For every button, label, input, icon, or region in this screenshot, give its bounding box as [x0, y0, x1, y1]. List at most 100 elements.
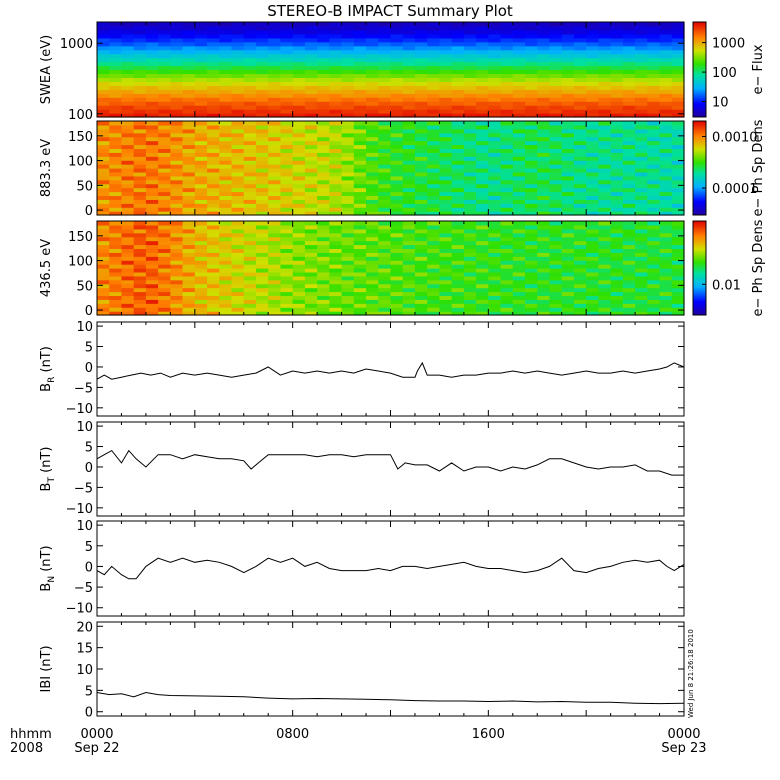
- heatmap-cell: [598, 109, 612, 114]
- heatmap-cell: [537, 264, 551, 269]
- heatmap-cell: [402, 299, 416, 304]
- heatmap-cell: [647, 45, 661, 51]
- heatmap-cell: [488, 49, 502, 55]
- heatmap-cell: [476, 283, 489, 289]
- heatmap-cell: [145, 109, 159, 114]
- heatmap-cell: [207, 136, 220, 142]
- heatmap-cell: [549, 287, 563, 293]
- heatmap-cell: [463, 164, 477, 169]
- heatmap-cell: [390, 224, 404, 230]
- heatmap-cell: [378, 183, 392, 189]
- heatmap-cell: [121, 41, 135, 47]
- heatmap-cell: [463, 191, 477, 197]
- heatmap-cell: [390, 283, 404, 289]
- heatmap-cell: [390, 207, 404, 212]
- heatmap-cell: [439, 311, 453, 316]
- heatmap-cell: [243, 236, 257, 242]
- heatmap-cell: [402, 207, 416, 212]
- heatmap-cell: [573, 299, 587, 304]
- heatmap-cell: [145, 183, 159, 189]
- heatmap-cell: [402, 279, 416, 285]
- heatmap-cell: [414, 195, 428, 200]
- heatmap-cell: [145, 61, 159, 67]
- heatmap-cell: [598, 45, 612, 51]
- heatmap-cell: [659, 53, 673, 59]
- heatmap-cell: [512, 187, 526, 193]
- heatmap-cell: [622, 33, 636, 39]
- heatmap-cell: [610, 57, 624, 63]
- heatmap-cell: [402, 105, 416, 110]
- heatmap-cell: [378, 45, 392, 51]
- heatmap-cell: [439, 61, 453, 67]
- heatmap-cell: [561, 248, 575, 253]
- heatmap-cell: [659, 264, 673, 269]
- heatmap-cell: [207, 311, 220, 316]
- heatmap-cell: [671, 101, 685, 106]
- heatmap-cell: [402, 69, 416, 75]
- heatmap-cell: [341, 252, 355, 257]
- heatmap-cell: [561, 61, 575, 67]
- heatmap-cell: [109, 283, 123, 289]
- heatmap-cell: [341, 113, 355, 118]
- heatmap-cell: [280, 140, 294, 146]
- heatmap-cell: [586, 264, 599, 269]
- heatmap-cell: [476, 307, 489, 312]
- heatmap-cell: [378, 179, 392, 185]
- heatmap-cell: [255, 307, 269, 312]
- heatmap-cell: [194, 69, 208, 75]
- heatmap-cell: [170, 105, 184, 110]
- heatmap-cell: [561, 77, 575, 82]
- heatmap-cell: [292, 105, 306, 110]
- heatmap-cell: [219, 148, 233, 153]
- heatmap-cell: [182, 248, 196, 253]
- heatmap-cell: [512, 207, 526, 212]
- heatmap-cell: [586, 244, 599, 250]
- heatmap-cell: [488, 25, 502, 31]
- heatmap-cell: [182, 232, 196, 238]
- heatmap-cell: [549, 160, 563, 165]
- heatmap-cell: [145, 232, 159, 238]
- heatmap-cell: [512, 236, 526, 242]
- heatmap-cell: [427, 61, 441, 67]
- heatmap-cell: [133, 291, 147, 297]
- heatmap-cell: [598, 49, 612, 55]
- heatmap-cell: [145, 81, 159, 86]
- colorbar-gradient: [693, 221, 706, 315]
- heatmap-cell: [231, 101, 245, 106]
- heatmap-cell: [366, 271, 379, 277]
- heatmap-cell: [451, 299, 465, 304]
- heatmap-cell: [659, 256, 673, 261]
- heatmap-cell: [378, 160, 392, 165]
- heatmap-cell: [341, 156, 355, 161]
- heatmap-cell: [255, 37, 269, 43]
- heatmap-cell: [390, 37, 404, 43]
- heatmap-cell: [463, 299, 477, 304]
- heatmap-cell: [561, 136, 575, 142]
- heatmap-cell: [476, 81, 489, 86]
- heatmap-cell: [292, 25, 306, 31]
- heatmap-cell: [292, 22, 306, 27]
- heatmap-cell: [512, 268, 526, 273]
- heatmap-cell: [280, 252, 294, 257]
- heatmap-cell: [549, 140, 563, 146]
- heatmap-cell: [280, 311, 294, 316]
- heatmap-cell: [549, 299, 563, 304]
- heatmap-cell: [512, 179, 526, 185]
- heatmap-cell: [598, 299, 612, 304]
- heatmap-cell: [353, 183, 367, 189]
- heatmap-cell: [427, 260, 441, 265]
- heatmap-cell: [463, 175, 477, 181]
- heatmap-cell: [219, 268, 233, 273]
- heatmap-cell: [280, 183, 294, 189]
- heatmap-cell: [231, 283, 245, 289]
- heatmap-cell: [586, 236, 599, 242]
- heatmap-cell: [598, 260, 612, 265]
- heatmap-cell: [158, 271, 171, 277]
- heatmap-cell: [586, 57, 599, 63]
- heatmap-cell: [182, 29, 196, 35]
- heatmap-cell: [109, 81, 123, 86]
- heatmap-cell: [207, 191, 220, 197]
- heatmap-cell: [182, 228, 196, 234]
- heatmap-cell: [647, 49, 661, 55]
- heatmap-cell: [512, 132, 526, 138]
